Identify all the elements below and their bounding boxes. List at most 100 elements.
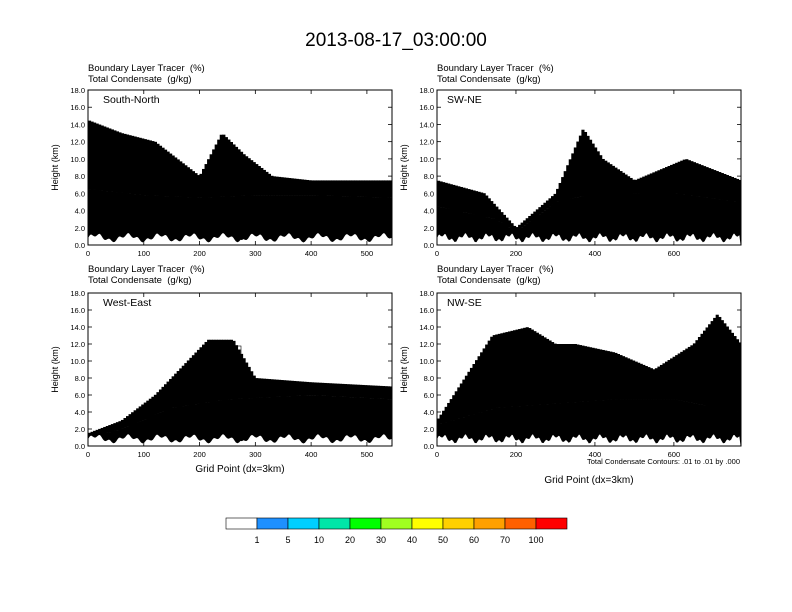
tracer-core-3 <box>202 223 206 245</box>
tracer-band-3 <box>278 394 282 397</box>
plot-frame <box>87 89 393 246</box>
tracer-core-3 <box>695 223 699 245</box>
tracer-band-4 <box>229 371 233 400</box>
tracer-core-3 <box>356 424 360 446</box>
tracer-band-4 <box>128 423 132 426</box>
tracer-core-3 <box>725 429 729 446</box>
tracer-band-4 <box>148 171 152 196</box>
condensate-label: Total Condensate <box>88 74 162 85</box>
tracer-core-3 <box>176 223 180 245</box>
tracer-core-3 <box>639 221 643 245</box>
tracer-band-4 <box>148 412 152 417</box>
tracer-band-3 <box>267 393 271 398</box>
tracer-core-3 <box>328 423 332 446</box>
colorbar-label: 60 <box>469 535 479 545</box>
y-tick-label: 4.0 <box>424 408 434 417</box>
tracer-core-3 <box>389 223 392 245</box>
tracer-core-3 <box>591 425 595 446</box>
tracer-band-2 <box>386 395 391 400</box>
tracer-core-3 <box>497 428 501 446</box>
colorbar-swatch <box>318 517 351 530</box>
tracer-band-4 <box>255 188 259 196</box>
tracer-band-4 <box>609 188 613 194</box>
tracer-core-3 <box>257 222 261 245</box>
tracer-core-3 <box>677 222 681 245</box>
tracer-band-4 <box>151 411 155 416</box>
tracer-band-2 <box>331 190 335 196</box>
tracer-core-3 <box>115 221 119 245</box>
tracer-band-4 <box>606 187 610 194</box>
tracer-band-2 <box>326 392 330 396</box>
x-tick-label: 500 <box>361 450 374 459</box>
tracer-band-3 <box>285 192 289 196</box>
tracer-band-4 <box>108 431 112 433</box>
tracer-core-3 <box>234 222 239 245</box>
tracer-band-4 <box>591 174 595 194</box>
tracer-band-4 <box>670 384 674 400</box>
y-tick-label: 16.0 <box>70 306 85 315</box>
tracer-band-1 <box>305 387 309 396</box>
tracer-band-4 <box>151 172 155 196</box>
tracer-band-4 <box>93 159 97 190</box>
tracer-band-2 <box>545 207 550 209</box>
tracer-band-3 <box>341 194 345 197</box>
tracer-band-2 <box>371 190 375 198</box>
tracer-band-3 <box>662 185 666 194</box>
tracer-band-3 <box>376 194 380 198</box>
tracer-core-3 <box>386 223 391 245</box>
tracer-core-3 <box>634 424 638 446</box>
tracer-core-3 <box>594 425 598 446</box>
tracer-core-3 <box>260 222 264 245</box>
tracer-band-3 <box>558 196 562 201</box>
tracer-band-4 <box>733 369 737 411</box>
tracer-band-4 <box>138 169 142 195</box>
tracer-unit: (%) <box>189 63 205 74</box>
tracer-band-2 <box>303 391 307 396</box>
tracer-band-4 <box>126 167 130 194</box>
tracer-band-4 <box>730 197 734 201</box>
tracer-band-4 <box>604 185 608 194</box>
tracer-band-3 <box>642 191 646 194</box>
tracer-band-4 <box>227 171 231 197</box>
tracer-band-3 <box>730 191 734 201</box>
tracer-core-3 <box>118 221 122 245</box>
y-tick-label: 16.0 <box>419 103 434 112</box>
tracer-core-3 <box>359 424 363 446</box>
x-tick-label: 100 <box>138 450 151 459</box>
tracer-band-3 <box>313 194 317 196</box>
tracer-core-3 <box>687 222 691 245</box>
condensate-contour <box>649 376 659 432</box>
tracer-band-4 <box>604 379 608 400</box>
condensate-contour <box>117 143 126 224</box>
tracer-band-4 <box>682 185 686 195</box>
tracer-core-3 <box>735 225 740 245</box>
tracer-band-4 <box>659 191 664 194</box>
tracer-band-2 <box>518 227 522 230</box>
tracer-band-2 <box>272 389 277 397</box>
tracer-core-3 <box>637 424 641 446</box>
tracer-band-3 <box>316 194 320 196</box>
tracer-core-3 <box>492 429 496 446</box>
tracer-band-3 <box>285 394 289 397</box>
tracer-band-4 <box>667 189 671 194</box>
tracer-core-3 <box>333 423 337 446</box>
tracer-core-3 <box>563 224 567 245</box>
tracer-core-3 <box>677 425 681 446</box>
tracer-band-1 <box>338 388 342 397</box>
tracer-band-2 <box>310 190 315 196</box>
tracer-band-4 <box>715 193 719 199</box>
tracer-band-4 <box>194 380 198 405</box>
tracer-core-3 <box>171 223 175 245</box>
tracer-band-4 <box>176 185 180 197</box>
tracer-band-4 <box>113 164 117 192</box>
tracer-band-3 <box>196 190 201 198</box>
tracer-band-3 <box>361 194 365 197</box>
tracer-band-2 <box>627 186 631 194</box>
tracer-core-3 <box>606 221 610 245</box>
contour-label-box <box>490 394 506 405</box>
tracer-band-4 <box>703 189 707 198</box>
tracer-band-4 <box>497 220 501 222</box>
tracer-band-4 <box>710 358 714 407</box>
tracer-core-3 <box>670 221 674 245</box>
